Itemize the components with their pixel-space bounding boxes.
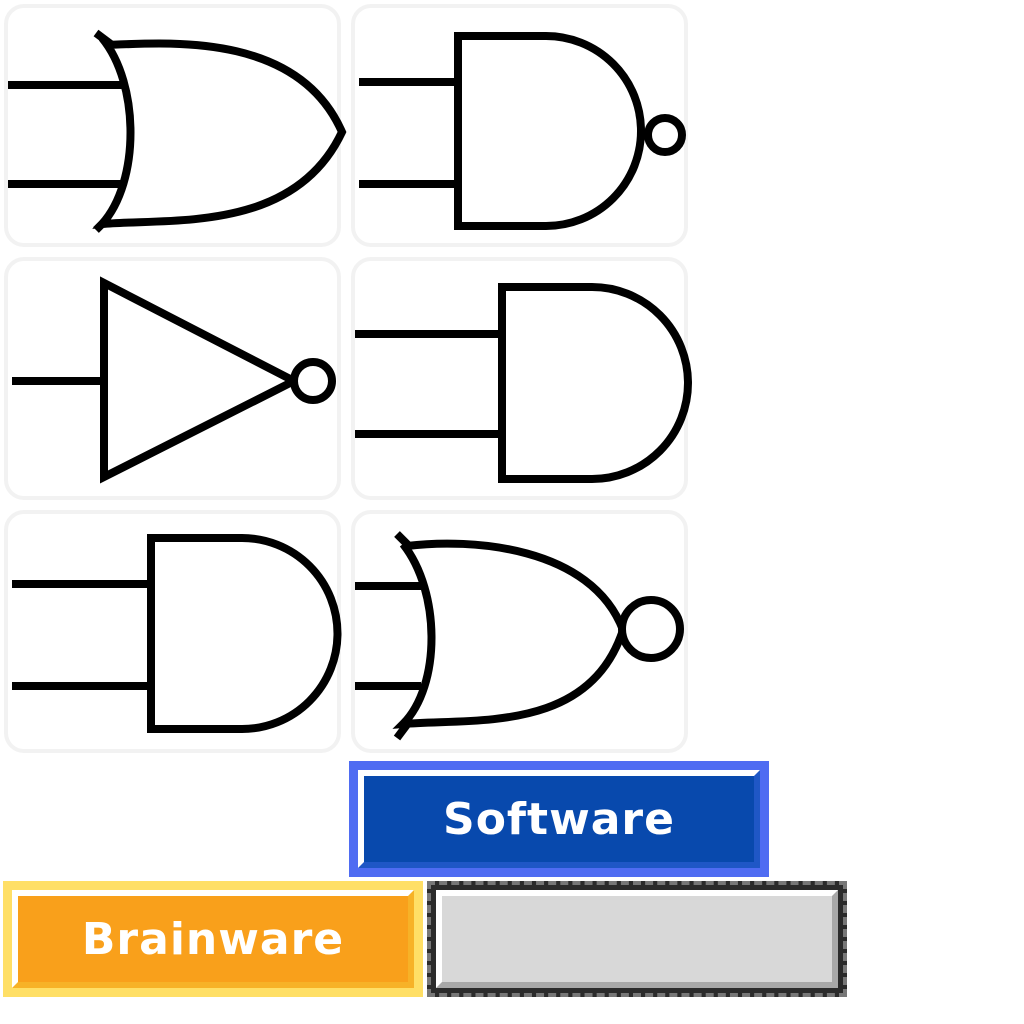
answer-button-software[interactable]: Software — [349, 761, 769, 877]
not-gate-icon — [12, 276, 336, 484]
answer-label: Brainware — [81, 913, 345, 965]
answer-label: Software — [443, 793, 675, 845]
and-gate-icon — [12, 534, 342, 733]
gate-card-nor[interactable] — [351, 510, 688, 753]
or-gate-icon — [8, 29, 347, 233]
gate-card-and[interactable] — [4, 510, 342, 753]
answer-button-empty[interactable] — [427, 881, 847, 997]
and-gate-icon — [355, 283, 692, 483]
gate-card-and[interactable] — [351, 257, 692, 500]
gate-card-nand[interactable] — [351, 4, 688, 247]
gate-card-or[interactable] — [4, 4, 347, 247]
nand-gate-icon — [359, 32, 686, 230]
gate-card-not[interactable] — [4, 257, 341, 500]
answer-button-brainware[interactable]: Brainware — [3, 881, 423, 997]
nor-gate-icon — [355, 531, 684, 741]
